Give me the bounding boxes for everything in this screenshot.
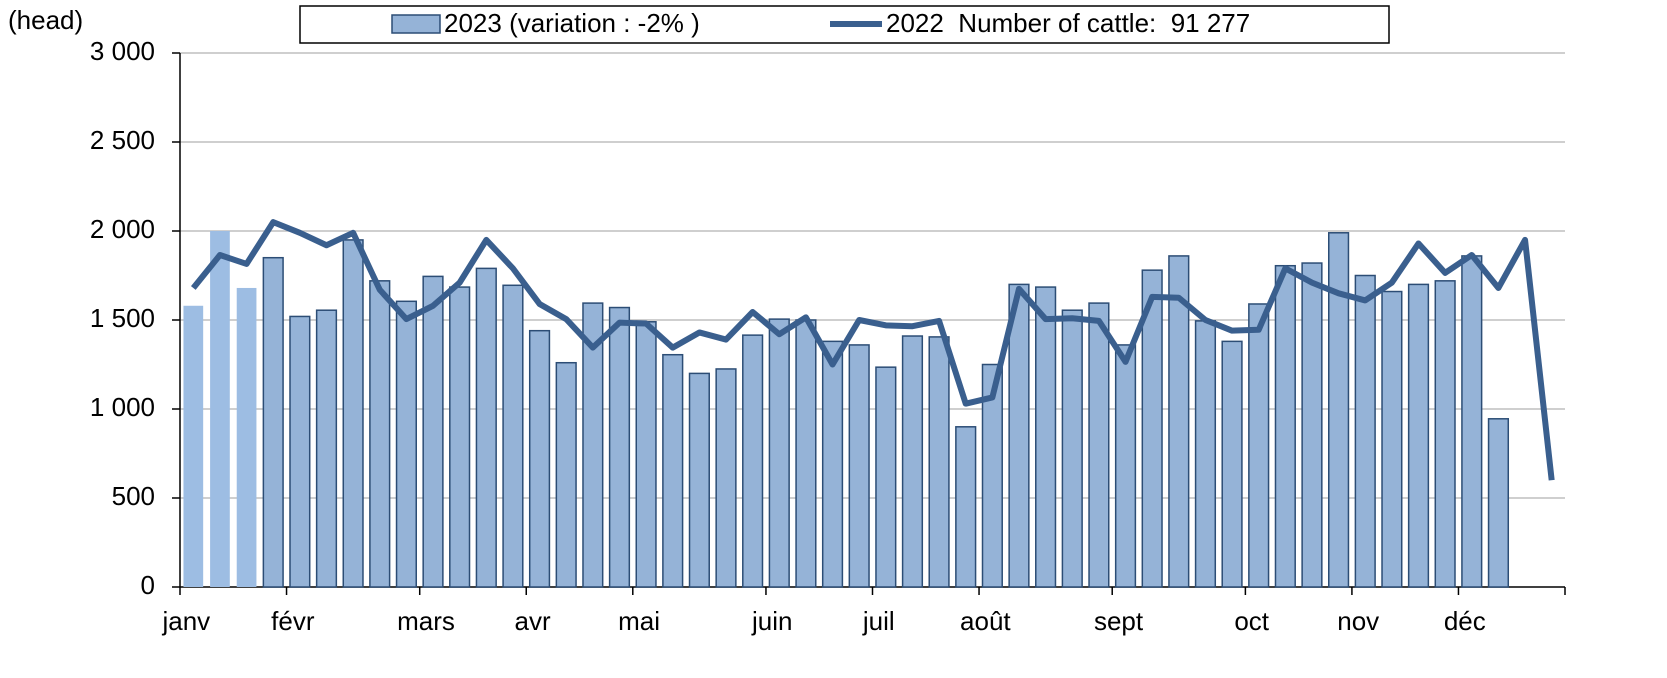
bar <box>1328 232 1350 588</box>
legend-swatch <box>391 14 441 34</box>
bar <box>901 335 924 588</box>
bar <box>395 300 417 588</box>
bar <box>1487 418 1510 588</box>
bar <box>1248 303 1270 588</box>
bar <box>1061 309 1083 588</box>
bar <box>262 256 284 588</box>
x-tick-label: janv <box>161 606 210 636</box>
bar <box>768 318 790 588</box>
bar <box>555 361 577 588</box>
bar <box>848 344 870 588</box>
y-tick-label: 1 500 <box>90 303 155 333</box>
y-tick-label: 2 500 <box>90 125 155 155</box>
bar <box>475 267 497 588</box>
bar <box>1035 286 1057 588</box>
bar <box>928 336 950 588</box>
bar <box>1407 283 1430 588</box>
bar <box>502 284 524 588</box>
x-tick-label: févr <box>271 606 315 636</box>
bar <box>289 315 311 588</box>
x-tick-label: juin <box>751 606 792 636</box>
bar <box>1221 340 1243 588</box>
y-tick-label: 3 000 <box>90 36 155 66</box>
legend-box <box>299 5 1390 44</box>
bar <box>528 329 551 588</box>
x-tick-label: déc <box>1444 606 1486 636</box>
y-tick-label: 500 <box>112 481 155 511</box>
bar <box>608 306 631 588</box>
bar <box>1354 274 1376 588</box>
bar <box>1008 283 1030 588</box>
legend-label: 2022 Number of cattle: 91 277 <box>886 8 1250 38</box>
x-tick-label: mars <box>397 606 455 636</box>
bar <box>981 363 1003 588</box>
bar <box>210 231 230 587</box>
x-tick-label: mai <box>618 606 660 636</box>
bar <box>688 372 710 588</box>
y-tick-label: 2 000 <box>90 214 155 244</box>
bar <box>875 366 897 588</box>
x-tick-label: août <box>960 606 1011 636</box>
bar <box>315 309 338 588</box>
bar <box>742 334 764 588</box>
bar <box>955 426 977 588</box>
bar <box>183 305 204 587</box>
bar <box>1088 302 1110 588</box>
x-tick-label: oct <box>1234 606 1269 636</box>
bar <box>1301 262 1323 588</box>
bar <box>1461 255 1483 588</box>
x-tick-label: juil <box>862 606 895 636</box>
bar <box>795 319 817 588</box>
bar <box>1168 255 1190 588</box>
bar <box>1194 320 1217 588</box>
bar <box>422 275 444 588</box>
bar <box>1141 269 1163 588</box>
bar <box>236 287 257 587</box>
bar <box>1434 280 1456 588</box>
bar <box>1114 344 1137 588</box>
line <box>190 219 1555 481</box>
bar <box>821 340 844 588</box>
bar <box>662 353 684 588</box>
y-tick-label: 0 <box>141 570 155 600</box>
legend-label: 2023 (variation : -2% ) <box>444 8 700 38</box>
bar <box>635 321 657 588</box>
bar <box>582 302 604 588</box>
x-tick-label: avr <box>515 606 551 636</box>
y-tick-label: 1 000 <box>90 392 155 422</box>
bar <box>715 368 737 588</box>
x-tick-label: nov <box>1337 606 1379 636</box>
bar <box>1274 264 1296 588</box>
bar <box>342 239 364 588</box>
x-tick-label: sept <box>1094 606 1144 636</box>
bar <box>449 286 471 588</box>
y-axis-label: (head) <box>8 5 83 35</box>
bar <box>369 280 391 588</box>
bar <box>1381 290 1403 588</box>
